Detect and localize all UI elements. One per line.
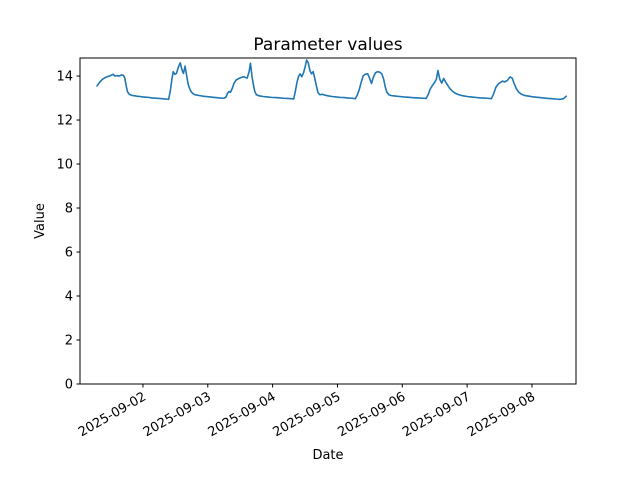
axes-border (79, 57, 577, 385)
y-tick-label: 6 (65, 246, 73, 261)
y-axis-label: Value (33, 203, 48, 239)
y-tick-label: 12 (56, 114, 73, 129)
y-tick-label: 4 (65, 290, 73, 305)
y-tick-label: 10 (56, 158, 73, 173)
y-tick-label: 8 (65, 202, 73, 217)
plot-area (80, 58, 576, 384)
y-tick-label: 14 (56, 70, 73, 85)
y-tick-label: 2 (65, 334, 73, 349)
series-group (96, 59, 568, 101)
x-axis-label: Date (312, 448, 343, 463)
y-tick-label: 0 (65, 378, 73, 393)
y-axis: 0 2 4 6 8 10 12 14 (56, 70, 80, 393)
chart-title: Parameter values (253, 35, 402, 55)
series-line (96, 59, 568, 101)
